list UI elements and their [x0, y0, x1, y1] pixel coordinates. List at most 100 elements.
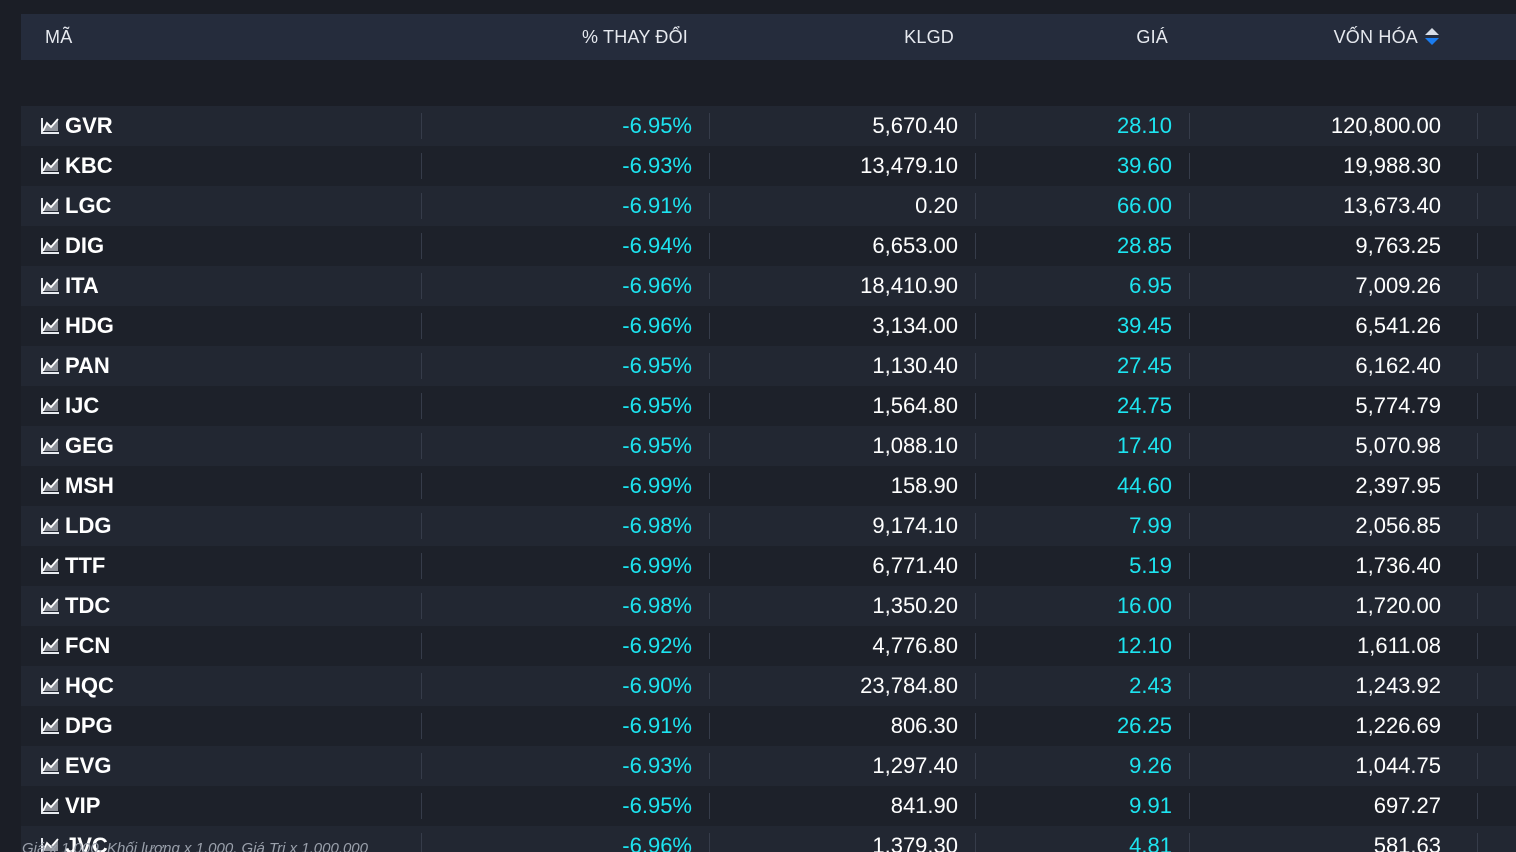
cell-ma[interactable]: GEG — [21, 426, 422, 466]
area-chart-icon[interactable] — [41, 677, 60, 694]
cell-spacer — [1478, 506, 1516, 546]
cell-ma[interactable]: LDG — [21, 506, 422, 546]
area-chart-icon[interactable] — [41, 317, 60, 334]
area-chart-icon[interactable] — [41, 157, 60, 174]
area-chart-icon[interactable] — [41, 557, 60, 574]
header-klgd[interactable]: KLGD — [904, 26, 954, 47]
klgd-value: 1,564.80 — [872, 393, 958, 418]
area-chart-icon[interactable] — [41, 637, 60, 654]
cell-ma[interactable]: IJC — [21, 386, 422, 426]
area-chart-icon[interactable] — [41, 397, 60, 414]
header-von-hoa[interactable]: VỐN HÓA — [1190, 14, 1478, 60]
table-row[interactable]: DPG -6.91% 806.30 26.25 1,226.69 — [21, 706, 1516, 746]
table-row[interactable]: GVR -6.95% 5,670.40 28.10 120,800.00 — [21, 106, 1516, 146]
pct-change-value: -6.90% — [622, 673, 692, 698]
table-row[interactable]: ITA -6.96% 18,410.90 6.95 7,009.26 — [21, 266, 1516, 306]
area-chart-icon[interactable] — [41, 117, 60, 134]
cell-ma[interactable]: VIP — [21, 786, 422, 826]
area-chart-icon[interactable] — [41, 477, 60, 494]
area-chart-icon[interactable] — [41, 277, 60, 294]
table-row[interactable]: GEG -6.95% 1,088.10 17.40 5,070.98 — [21, 426, 1516, 466]
cell-ma[interactable]: ITA — [21, 266, 422, 306]
cell-ma[interactable]: DIG — [21, 226, 422, 266]
klgd-value: 158.90 — [890, 473, 958, 498]
cell-ma[interactable]: TDC — [21, 586, 422, 626]
cell-ma[interactable]: KBC — [21, 146, 422, 186]
cell-pct-change: -6.95% — [422, 786, 710, 826]
cell-ma[interactable]: HDG — [21, 306, 422, 346]
table-row[interactable]: DIG -6.94% 6,653.00 28.85 9,763.25 — [21, 226, 1516, 266]
cell-ma[interactable]: HQC — [21, 666, 422, 706]
cell-ma[interactable]: EVG — [21, 746, 422, 786]
cell-von-hoa: 120,800.00 — [1190, 106, 1478, 146]
table-row[interactable]: VIP -6.95% 841.90 9.91 697.27 — [21, 786, 1516, 826]
cell-ma[interactable]: JVC — [21, 826, 422, 852]
cell-spacer — [1478, 826, 1516, 852]
table-row[interactable]: LDG -6.98% 9,174.10 7.99 2,056.85 — [21, 506, 1516, 546]
table-row[interactable]: LGC -6.91% 0.20 66.00 13,673.40 — [21, 186, 1516, 226]
ticker-symbol: DIG — [65, 233, 105, 258]
cell-ma[interactable]: DPG — [21, 706, 422, 746]
area-chart-icon[interactable] — [41, 797, 60, 814]
cell-pct-change: -6.96% — [422, 306, 710, 346]
pct-change-value: -6.96% — [622, 313, 692, 338]
cell-ma[interactable]: GVR — [21, 106, 422, 146]
header-ma[interactable]: MÃ — [45, 26, 73, 47]
cell-ma[interactable]: PAN — [21, 346, 422, 386]
klgd-value: 13,479.10 — [860, 153, 958, 178]
table-row[interactable]: TTF -6.99% 6,771.40 5.19 1,736.40 — [21, 546, 1516, 586]
area-chart-icon[interactable] — [41, 517, 60, 534]
ticker-symbol: VIP — [65, 793, 101, 818]
cell-spacer — [1478, 746, 1516, 786]
cell-ma[interactable]: MSH — [21, 466, 422, 506]
table-row[interactable]: IJC -6.95% 1,564.80 24.75 5,774.79 — [21, 386, 1516, 426]
cell-spacer — [1478, 786, 1516, 826]
cell-ma[interactable]: FCN — [21, 626, 422, 666]
area-chart-icon[interactable] — [41, 437, 60, 454]
cell-klgd: 1,564.80 — [710, 386, 976, 426]
pct-change-value: -6.95% — [622, 353, 692, 378]
area-chart-icon[interactable] — [41, 197, 60, 214]
area-chart-icon[interactable] — [41, 837, 60, 852]
pct-change-value: -6.91% — [622, 193, 692, 218]
cell-von-hoa: 1,226.69 — [1190, 706, 1478, 746]
table-row[interactable]: HQC -6.90% 23,784.80 2.43 1,243.92 — [21, 666, 1516, 706]
table-row[interactable]: EVG -6.93% 1,297.40 9.26 1,044.75 — [21, 746, 1516, 786]
cell-pct-change: -6.94% — [422, 226, 710, 266]
cell-gia: 9.91 — [976, 786, 1190, 826]
cell-von-hoa: 9,763.25 — [1190, 226, 1478, 266]
gia-value: 26.25 — [1116, 713, 1172, 738]
sort-updown-icon[interactable] — [1424, 27, 1440, 47]
area-chart-icon[interactable] — [41, 717, 60, 734]
ticker-symbol: IJC — [65, 393, 100, 418]
gia-value: 17.40 — [1116, 433, 1172, 458]
table-row[interactable]: MSH -6.99% 158.90 44.60 2,397.95 — [21, 466, 1516, 506]
von-hoa-value: 13,673.40 — [1343, 193, 1441, 218]
table-row[interactable]: HDG -6.96% 3,134.00 39.45 6,541.26 — [21, 306, 1516, 346]
table-row[interactable]: JVC -6.96% 1,379.30 4.81 581.63 — [21, 826, 1516, 852]
cell-pct-change: -6.95% — [422, 346, 710, 386]
area-chart-icon[interactable] — [41, 357, 60, 374]
cell-pct-change: -6.90% — [422, 666, 710, 706]
area-chart-icon[interactable] — [41, 237, 60, 254]
cell-klgd: 841.90 — [710, 786, 976, 826]
cell-ma[interactable]: TTF — [21, 546, 422, 586]
area-chart-icon[interactable] — [41, 757, 60, 774]
pct-change-value: -6.93% — [622, 753, 692, 778]
gia-value: 4.81 — [1129, 833, 1172, 852]
table-row[interactable]: KBC -6.93% 13,479.10 39.60 19,988.30 — [21, 146, 1516, 186]
cell-klgd: 3,134.00 — [710, 306, 976, 346]
header-pct-change[interactable]: % THAY ĐỔI — [581, 26, 688, 47]
header-gia[interactable]: GIÁ — [1136, 26, 1168, 47]
header-spacer-row — [21, 60, 1516, 106]
area-chart-icon[interactable] — [41, 597, 60, 614]
cell-pct-change: -6.98% — [422, 506, 710, 546]
cell-gia: 2.43 — [976, 666, 1190, 706]
table-row[interactable]: PAN -6.95% 1,130.40 27.45 6,162.40 — [21, 346, 1516, 386]
table-row[interactable]: TDC -6.98% 1,350.20 16.00 1,720.00 — [21, 586, 1516, 626]
gia-value: 9.91 — [1129, 793, 1172, 818]
cell-ma[interactable]: LGC — [21, 186, 422, 226]
table-row[interactable]: FCN -6.92% 4,776.80 12.10 1,611.08 — [21, 626, 1516, 666]
cell-klgd: 6,771.40 — [710, 546, 976, 586]
von-hoa-value: 2,056.85 — [1355, 513, 1441, 538]
